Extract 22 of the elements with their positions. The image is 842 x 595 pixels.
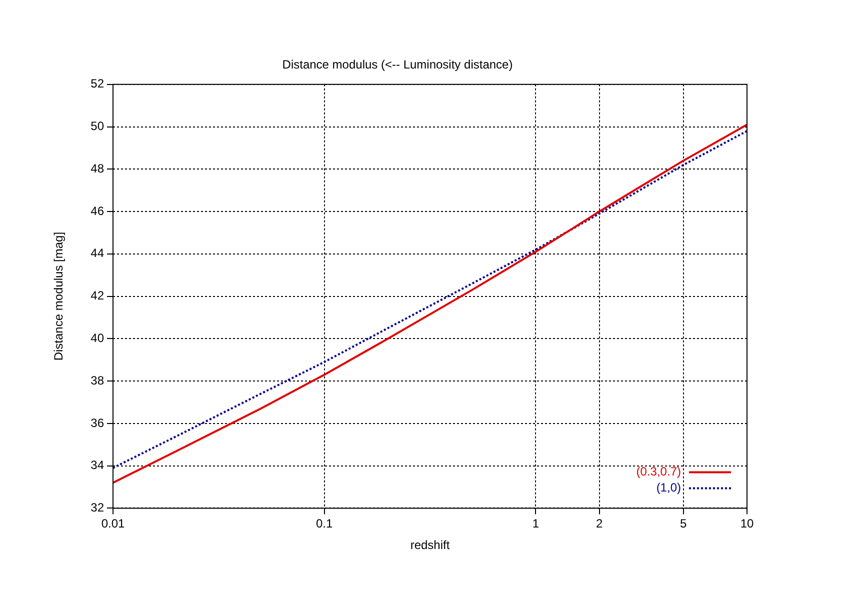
y-tick-label: 44 — [90, 246, 104, 260]
chart-title: Distance modulus (<-- Luminosity distance) — [282, 58, 513, 72]
y-tick-label: 34 — [90, 458, 104, 472]
legend-label: (1,0) — [656, 480, 681, 495]
y-tick-label: 40 — [90, 330, 104, 345]
x-tick-label: 0.01 — [101, 516, 125, 531]
x-axis-title: redshift — [410, 538, 450, 552]
x-tick-label: 1 — [532, 516, 540, 531]
legend-label: (0.3,0.7) — [636, 464, 681, 479]
x-tick-label: 10 — [740, 516, 754, 531]
y-tick-label: 46 — [90, 204, 104, 218]
y-tick-label: 42 — [90, 288, 104, 303]
y-tick-label: 38 — [90, 373, 104, 388]
y-tick-label: 50 — [90, 119, 104, 134]
y-tick-label: 36 — [90, 416, 104, 430]
y-tick-label: 52 — [90, 76, 104, 91]
x-tick-label: 0.1 — [316, 516, 333, 531]
y-tick-label: 48 — [90, 161, 104, 176]
x-tick-label: 5 — [680, 516, 688, 531]
y-axis-title: Distance modulus [mag] — [52, 232, 66, 361]
x-tick-label: 2 — [596, 516, 603, 531]
y-tick-label: 32 — [90, 500, 104, 515]
